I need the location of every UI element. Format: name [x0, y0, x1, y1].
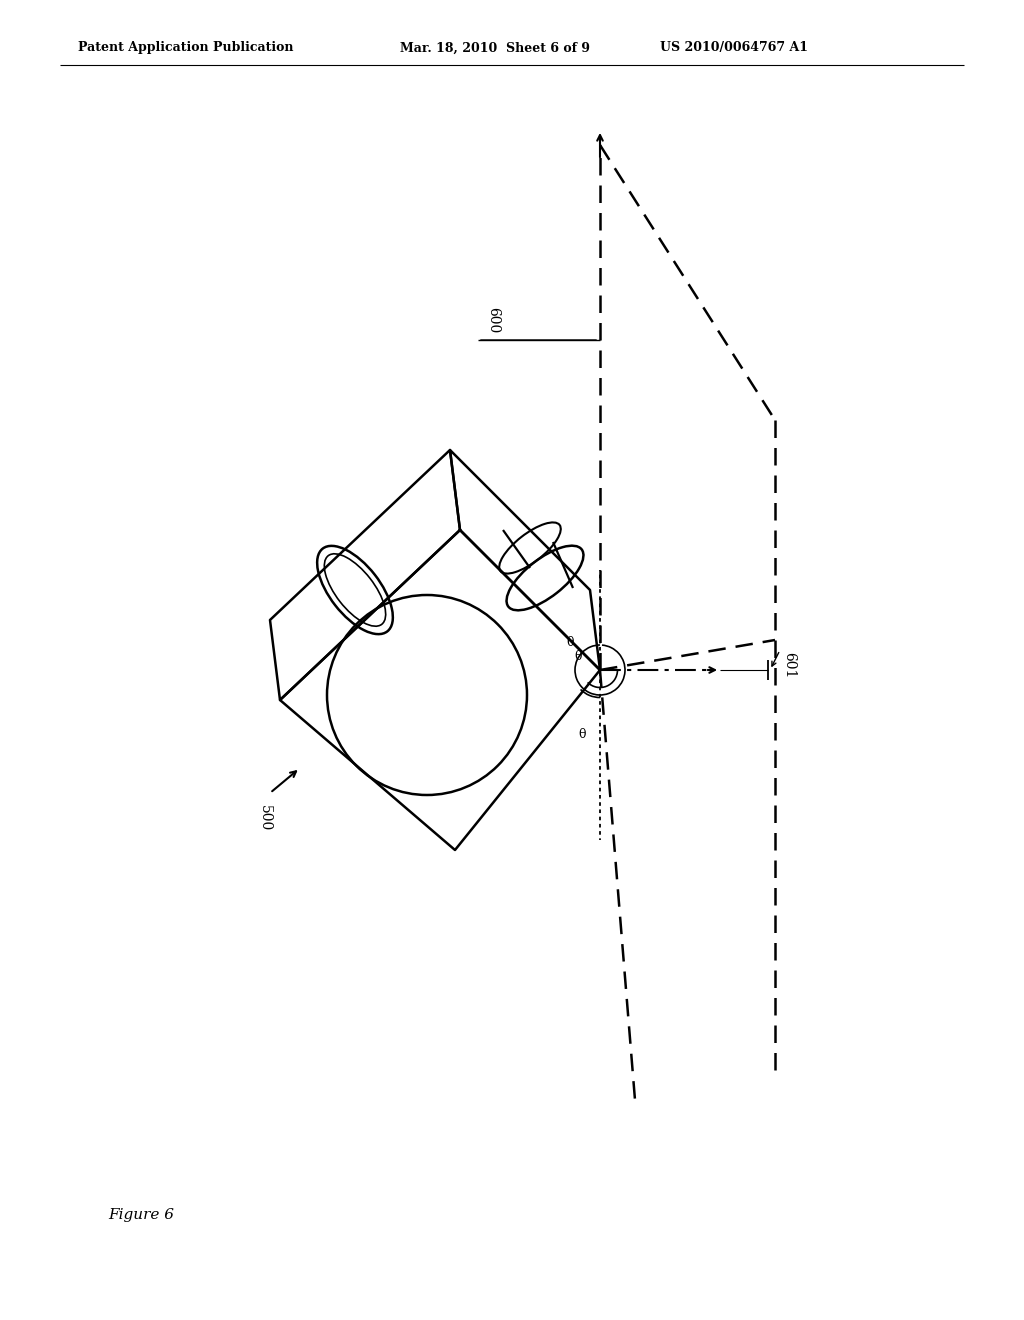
Text: θ: θ	[566, 635, 573, 648]
Text: θ: θ	[574, 649, 582, 663]
Text: Figure 6: Figure 6	[108, 1208, 174, 1222]
Text: Patent Application Publication: Patent Application Publication	[78, 41, 294, 54]
Text: 500: 500	[258, 805, 272, 832]
Text: 601: 601	[782, 652, 796, 678]
Text: US 2010/0064767 A1: US 2010/0064767 A1	[660, 41, 808, 54]
Text: 600: 600	[486, 306, 500, 333]
Text: Mar. 18, 2010  Sheet 6 of 9: Mar. 18, 2010 Sheet 6 of 9	[400, 41, 590, 54]
Text: θ: θ	[579, 729, 586, 742]
